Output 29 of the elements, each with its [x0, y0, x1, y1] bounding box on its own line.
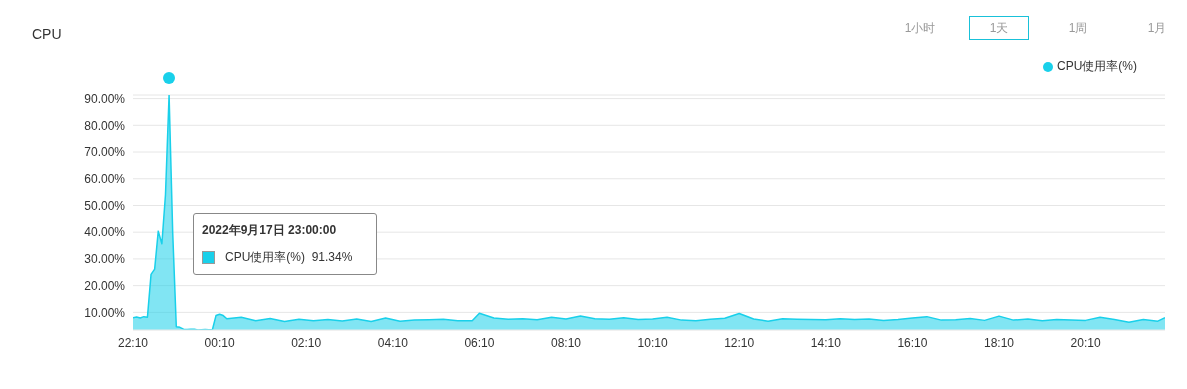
- x-tick-label: 02:10: [291, 335, 322, 350]
- x-tick-label: 10:10: [637, 335, 668, 350]
- y-tick-label: 10.00%: [84, 305, 126, 320]
- text: 1周: [1067, 19, 1089, 37]
- x-tick-label: 00:10: [204, 335, 235, 350]
- x-tick-label: 22:10: [117, 335, 149, 350]
- x-tick-label: 16:10: [897, 335, 928, 350]
- chart-title: CPU: [32, 26, 62, 42]
- text: 1天: [969, 16, 1029, 40]
- text: 1小时: [903, 19, 937, 37]
- y-tick-label: 50.00%: [84, 198, 126, 213]
- y-tick-label: 90.00%: [84, 91, 126, 106]
- annotation: 2022年9月17日 23:00:00: [202, 222, 338, 239]
- y-tick-label: 60.00%: [84, 172, 126, 187]
- x-tick-label: 08:10: [550, 335, 582, 350]
- x-tick-label: 20:10: [1070, 335, 1101, 350]
- legend-label: CPU使用率(%): [1057, 59, 1137, 73]
- x-tick-label: 06:10: [464, 335, 495, 350]
- x-tick-label: 18:10: [984, 335, 1015, 350]
- x-tick-label: 14:10: [810, 335, 842, 350]
- text: 1月: [1146, 19, 1168, 37]
- annotation: CPU使用率(%) 91.34%: [225, 249, 353, 266]
- y-tick-label: 40.00%: [84, 225, 126, 240]
- y-tick-label: 30.00%: [84, 252, 126, 267]
- y-tick-label: 70.00%: [84, 145, 126, 160]
- x-tick-label: 04:10: [377, 335, 409, 350]
- y-tick-label: 20.00%: [84, 278, 126, 293]
- y-tick-label: 80.00%: [84, 118, 126, 133]
- x-tick-label: 12:10: [724, 335, 755, 350]
